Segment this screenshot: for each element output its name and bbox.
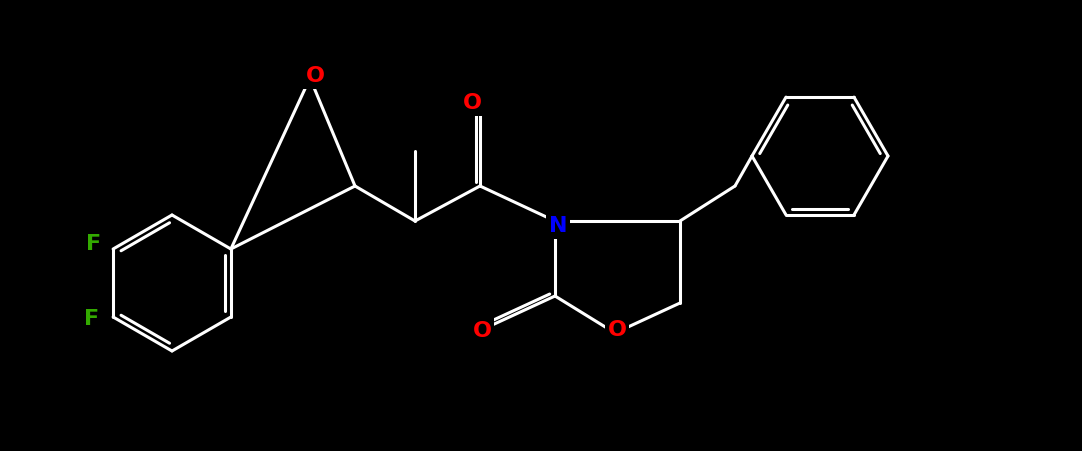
Text: F: F xyxy=(85,234,101,254)
Text: O: O xyxy=(305,66,325,86)
Text: F: F xyxy=(83,309,98,329)
Text: O: O xyxy=(473,321,491,341)
Text: O: O xyxy=(607,320,626,340)
Text: O: O xyxy=(462,93,481,113)
Text: N: N xyxy=(549,216,567,236)
